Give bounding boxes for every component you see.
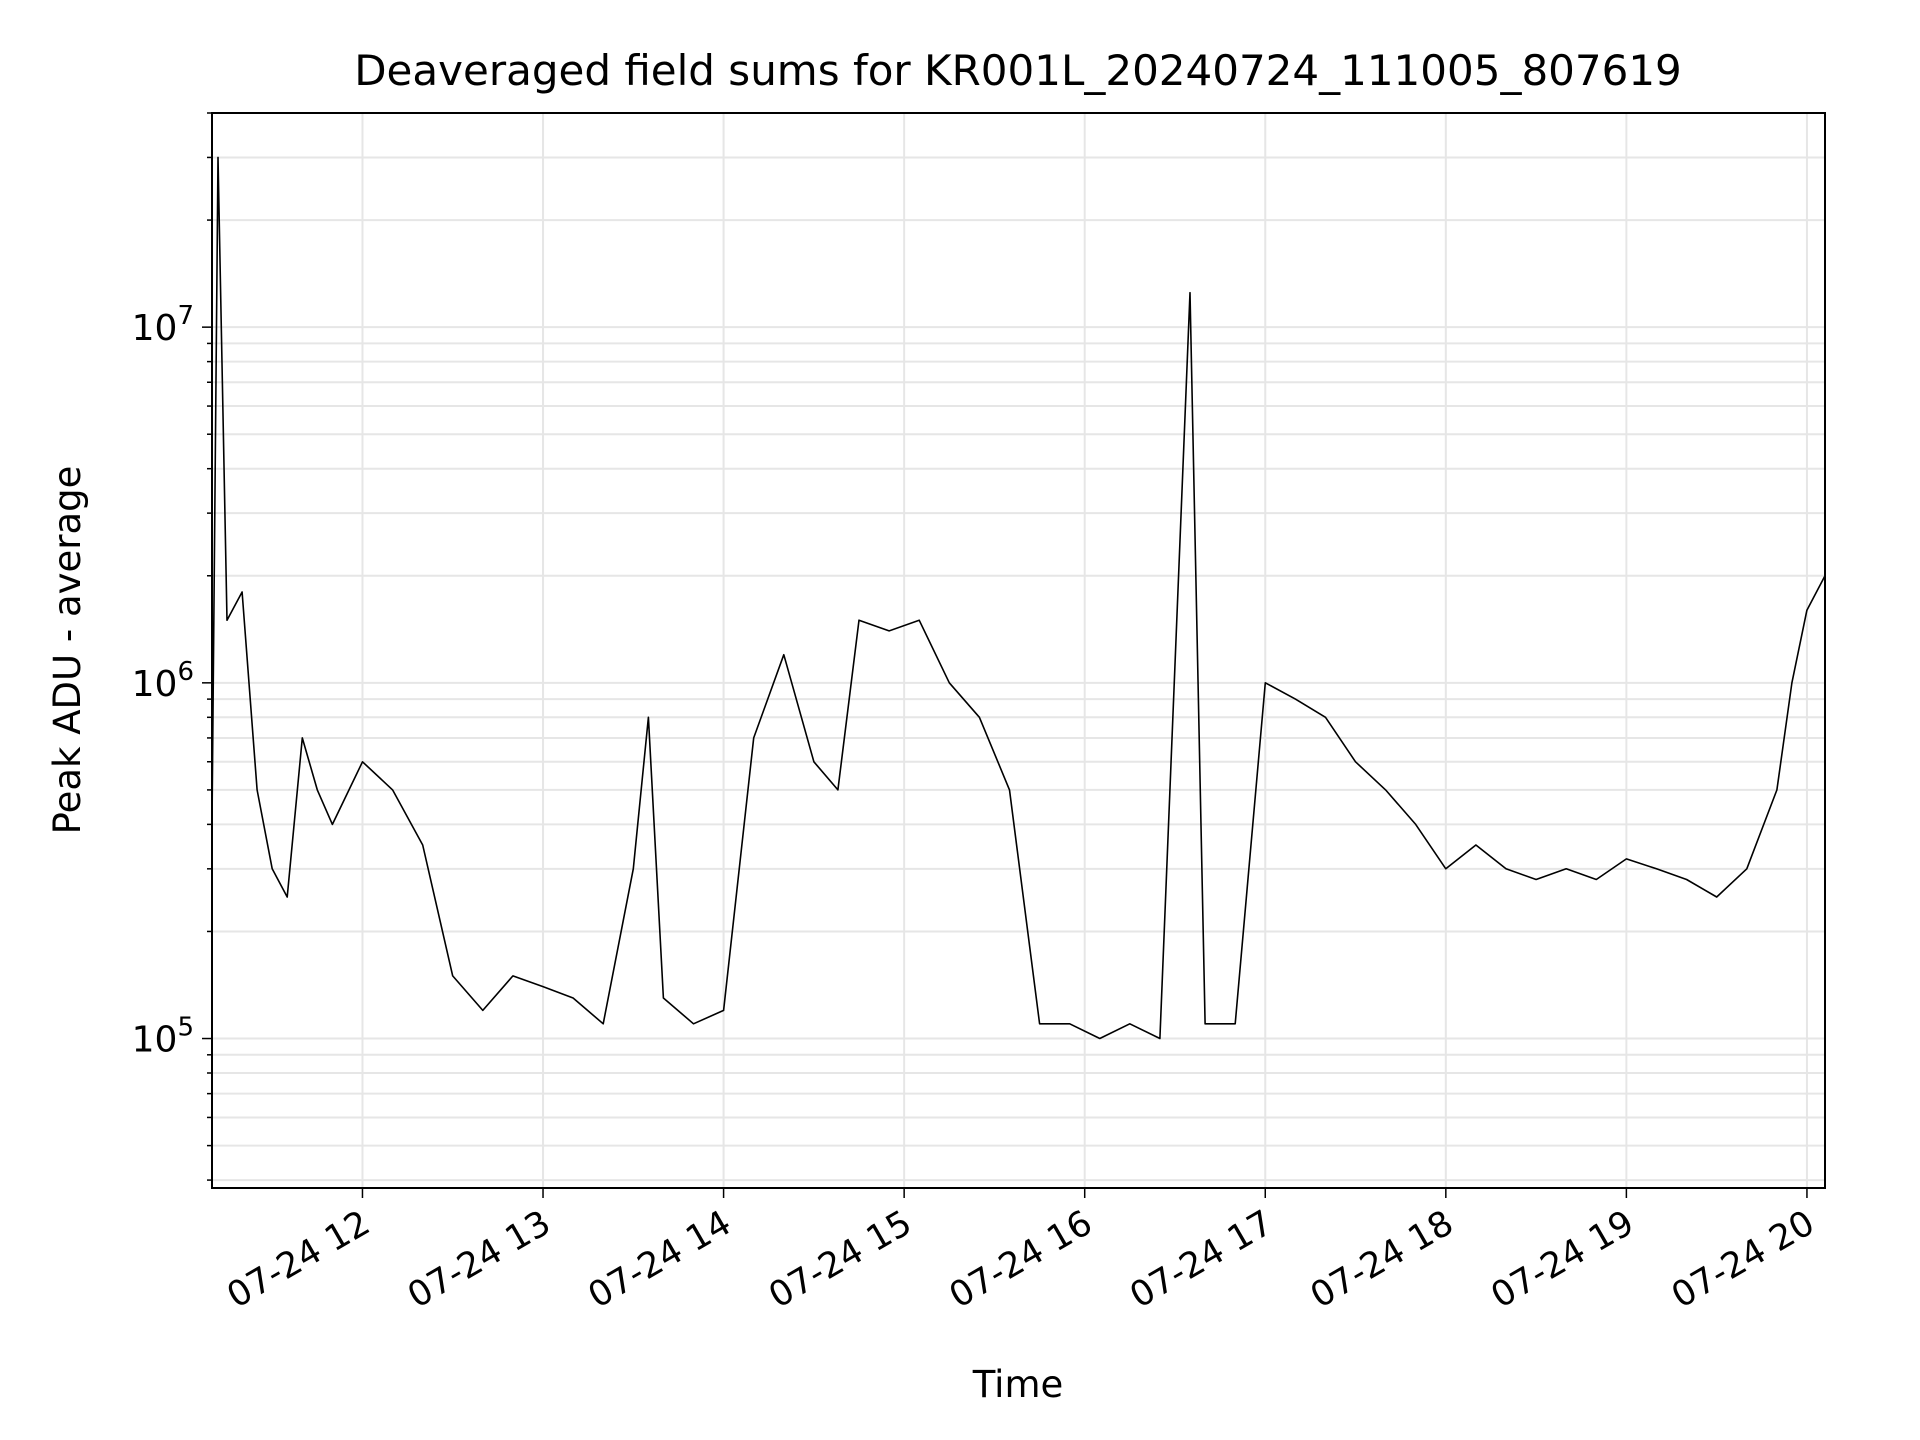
series-line (211, 156, 1826, 1040)
data-series (211, 156, 1826, 1040)
grid (212, 112, 1825, 1188)
x-axis-label: Time (972, 1363, 1064, 1406)
y-tick-label: 105 (132, 1013, 194, 1061)
plot-area (211, 112, 1826, 1189)
y-axis-label: Peak ADU - average (46, 466, 89, 835)
chart-title: Deaveraged field sums for KR001L_2024072… (354, 46, 1682, 95)
y-tick-label: 106 (132, 657, 194, 705)
y-tick-label: 107 (132, 301, 194, 349)
